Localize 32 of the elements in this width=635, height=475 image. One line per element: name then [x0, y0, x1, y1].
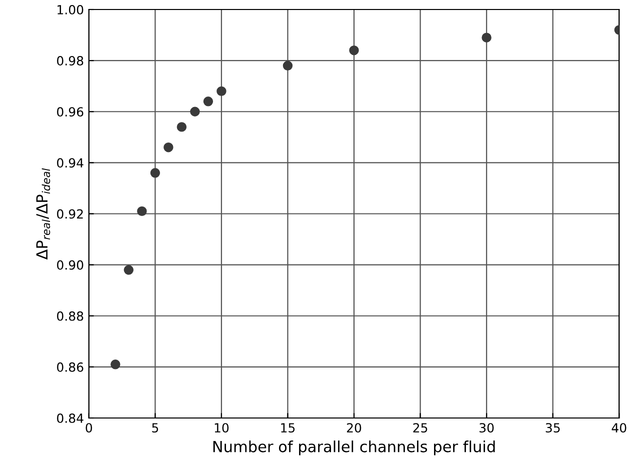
x-tick-label: 30	[480, 423, 494, 433]
x-axis-title: Number of parallel channels per fluid	[213, 440, 495, 456]
point	[349, 45, 359, 56]
point	[110, 360, 120, 370]
point	[482, 32, 492, 42]
x-tick-label: 20	[346, 423, 362, 433]
point	[216, 86, 226, 96]
y-tick-label: 1.00	[58, 4, 84, 14]
x-tick-label: 0	[86, 423, 92, 433]
point	[137, 206, 147, 216]
x-tick-label: 10	[214, 423, 229, 433]
point	[124, 265, 134, 275]
x-tick-label: 40	[612, 423, 626, 433]
x-tick-label: 25	[413, 423, 428, 433]
x-tick-label: 15	[281, 423, 295, 433]
point	[176, 122, 187, 132]
point	[203, 96, 214, 106]
point	[190, 106, 200, 116]
y-tick-label: 0.90	[57, 260, 84, 270]
y-tick-label: 0.98	[57, 56, 84, 66]
y-tick-label: 0.92	[57, 209, 83, 219]
y-axis-title: ΔP$_{real}$/ΔP$_{ideal}$	[36, 168, 50, 260]
y-tick-label: 0.88	[57, 311, 84, 321]
y-tick-label: 0.84	[57, 413, 84, 423]
point	[164, 142, 174, 152]
y-tick-label: 0.94	[57, 158, 84, 168]
y-tick-label: 0.96	[57, 107, 84, 117]
x-tick-label: 5	[152, 423, 158, 433]
point	[282, 60, 293, 71]
point	[150, 168, 160, 178]
y-tick-label: 0.86	[57, 362, 84, 372]
x-tick-label: 35	[546, 423, 560, 433]
